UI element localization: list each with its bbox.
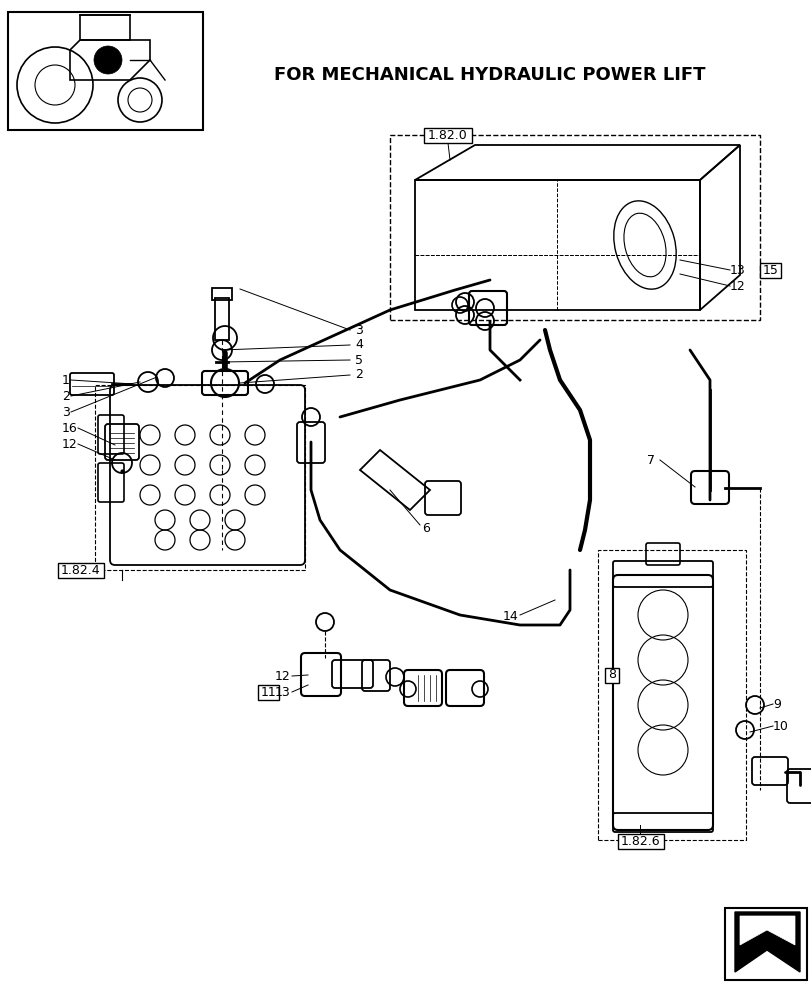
Text: 12: 12	[274, 670, 290, 682]
Text: 13: 13	[729, 263, 744, 276]
Text: 13: 13	[274, 686, 290, 698]
Text: 7: 7	[646, 454, 654, 466]
Text: 1.82.6: 1.82.6	[620, 835, 660, 848]
Text: 9: 9	[772, 698, 780, 710]
Bar	[58, 562, 104, 578]
Bar	[95, 385, 305, 570]
Bar	[258, 684, 278, 700]
Text: 15: 15	[762, 263, 777, 276]
Text: 16: 16	[62, 422, 78, 434]
Text: 11: 11	[260, 686, 276, 698]
Bar	[215, 298, 229, 340]
Text: 2: 2	[62, 389, 70, 402]
Text: 12: 12	[729, 279, 744, 292]
Bar	[389, 135, 759, 320]
Bar	[617, 834, 663, 849]
Text: 1: 1	[62, 373, 70, 386]
Text: 12: 12	[62, 438, 78, 450]
Bar	[604, 668, 619, 682]
Text: 10: 10	[772, 719, 788, 732]
Text: 3: 3	[354, 324, 363, 336]
Bar	[424, 128, 471, 143]
Text: 6: 6	[422, 522, 429, 534]
Text: 14: 14	[502, 610, 517, 624]
Polygon shape	[739, 916, 794, 945]
Text: 1.82.0: 1.82.0	[427, 129, 467, 142]
Circle shape	[94, 46, 122, 74]
Bar	[597, 550, 745, 840]
Text: 3: 3	[62, 406, 70, 418]
Text: 5: 5	[354, 354, 363, 366]
Text: 8: 8	[607, 668, 616, 682]
Bar	[212, 288, 232, 300]
Text: FOR MECHANICAL HYDRAULIC POWER LIFT: FOR MECHANICAL HYDRAULIC POWER LIFT	[274, 66, 705, 84]
Text: 1.82.4: 1.82.4	[61, 564, 101, 576]
Bar	[8, 12, 203, 130]
Text: 2: 2	[354, 368, 363, 381]
Bar	[724, 908, 806, 980]
Polygon shape	[734, 912, 799, 972]
Bar	[759, 262, 779, 277]
Text: 4: 4	[354, 338, 363, 352]
